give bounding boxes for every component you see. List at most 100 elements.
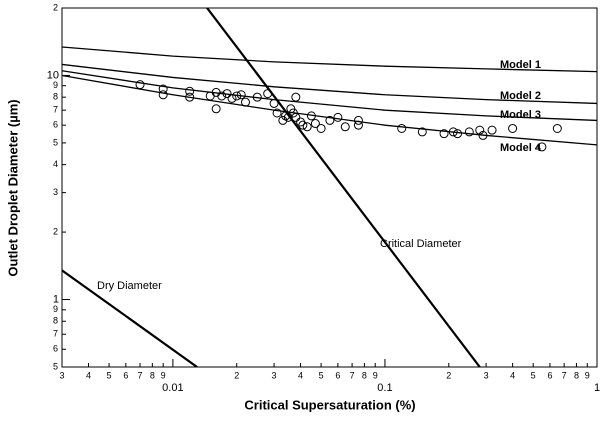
x-tick-label: 6 [123, 370, 128, 380]
x-tick-label: 6 [335, 370, 340, 380]
data-point [487, 125, 497, 135]
line-series [206, 8, 481, 367]
y-tick-label: 5 [53, 137, 58, 147]
data-point [316, 123, 326, 133]
y-tick-label: 2 [53, 2, 58, 12]
x-tick-label: 2 [234, 370, 239, 380]
data-point [272, 108, 282, 118]
y-tick-label: 2 [53, 226, 58, 236]
data-point [353, 120, 363, 130]
line-series [62, 70, 597, 122]
line-series [62, 63, 597, 105]
x-tick-label: 4 [86, 370, 91, 380]
data-point [508, 123, 518, 133]
x-tick-label: 3 [59, 370, 64, 380]
data-point [240, 97, 250, 107]
x-tick-label: 8 [574, 370, 579, 380]
data-point [217, 91, 227, 101]
series-label: Critical Diameter [380, 238, 462, 250]
data-point [269, 98, 279, 108]
x-tick-label: 8 [362, 370, 367, 380]
x-tick-label: 7 [138, 370, 143, 380]
data-point [291, 112, 301, 122]
data-point [205, 91, 215, 101]
data-point [310, 119, 320, 129]
y-axis-label: Outlet Droplet Diameter (µm) [5, 99, 20, 276]
y-tick-label: 7 [53, 329, 58, 339]
series-label: Model 4 [500, 142, 542, 154]
y-tick-label: 6 [53, 344, 58, 354]
data-point [135, 80, 145, 90]
line-series [62, 269, 198, 367]
x-tick-label: 7 [350, 370, 355, 380]
data-point [281, 111, 291, 121]
data-point [453, 129, 463, 139]
x-axis-label: Critical Supersaturation (%) [244, 397, 415, 412]
data-point [263, 89, 273, 99]
data-point [298, 120, 308, 130]
x-tick-label: 1 [594, 382, 600, 394]
y-tick-label: 10 [47, 69, 59, 81]
data-point [464, 127, 474, 137]
data-point [232, 91, 242, 101]
data-point [439, 129, 449, 139]
x-tick-label: 3 [484, 370, 489, 380]
data-point [278, 115, 288, 125]
x-tick-label: 4 [298, 370, 303, 380]
x-tick-label: 5 [319, 370, 324, 380]
x-tick-label: 8 [150, 370, 155, 380]
data-point [448, 127, 458, 137]
y-tick-label: 1 [53, 293, 59, 305]
line-series [62, 74, 597, 146]
y-tick-label: 9 [53, 304, 58, 314]
data-point [397, 123, 407, 133]
data-point [296, 117, 306, 127]
data-point [158, 84, 168, 94]
x-tick-label: 7 [562, 370, 567, 380]
data-point [227, 93, 237, 103]
data-point [236, 90, 246, 100]
data-point [185, 92, 195, 102]
x-tick-label: 5 [531, 370, 536, 380]
x-tick-label: 0.1 [377, 382, 392, 394]
x-tick-label: 9 [373, 370, 378, 380]
plot-frame [61, 7, 598, 368]
data-point [333, 112, 343, 122]
y-tick-label: 7 [53, 105, 58, 115]
data-point [302, 122, 312, 132]
series-label: Model 2 [500, 90, 541, 102]
data-point [222, 89, 232, 99]
y-tick-label: 8 [53, 316, 58, 326]
x-tick-label: 5 [107, 370, 112, 380]
data-point [158, 90, 168, 100]
y-tick-label: 8 [53, 92, 58, 102]
x-tick-label: 3 [272, 370, 277, 380]
x-tick-label: 4 [510, 370, 515, 380]
x-tick-label: 6 [547, 370, 552, 380]
data-point [325, 115, 335, 125]
data-point [537, 142, 547, 152]
data-point [252, 92, 262, 102]
x-tick-label: 2 [446, 370, 451, 380]
y-tick-label: 6 [53, 120, 58, 130]
data-point [552, 123, 562, 133]
y-tick-label: 5 [53, 361, 58, 371]
y-tick-label: 9 [53, 80, 58, 90]
data-point [417, 127, 427, 137]
data-point [288, 108, 298, 118]
data-point [478, 130, 488, 140]
y-tick-label: 3 [53, 187, 58, 197]
data-point [211, 104, 221, 114]
series-label: Model 3 [500, 109, 541, 121]
x-tick-label: 9 [585, 370, 590, 380]
series-label: Dry Diameter [97, 280, 162, 292]
x-tick-label: 9 [161, 370, 166, 380]
data-point [475, 125, 485, 135]
data-point [291, 92, 301, 102]
data-point [306, 111, 316, 121]
line-series [62, 46, 597, 73]
data-point [353, 115, 363, 125]
data-point [340, 122, 350, 132]
